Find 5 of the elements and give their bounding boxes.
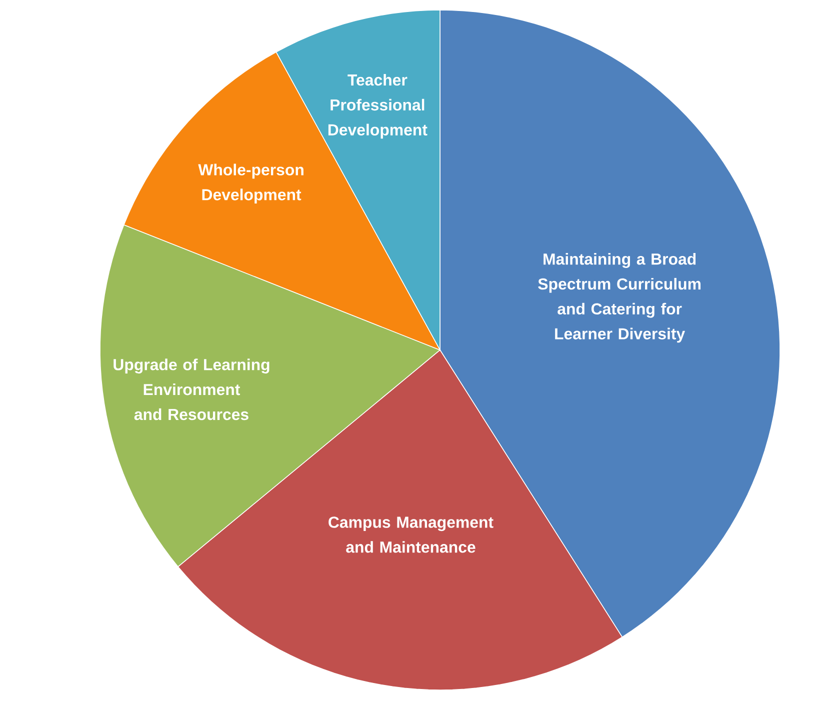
slice-label: Campus Management and Maintenance — [328, 516, 494, 553]
slice-label: Teacher Professional Development — [328, 74, 428, 139]
slice-label: Whole-person Development — [198, 164, 304, 204]
slice-label: Upgrade of Learning Environment and Resources — [114, 358, 270, 420]
slice-label: Maintaining a Broad Spectrum Curriculum and Catering for Learner Diversity — [538, 253, 701, 343]
